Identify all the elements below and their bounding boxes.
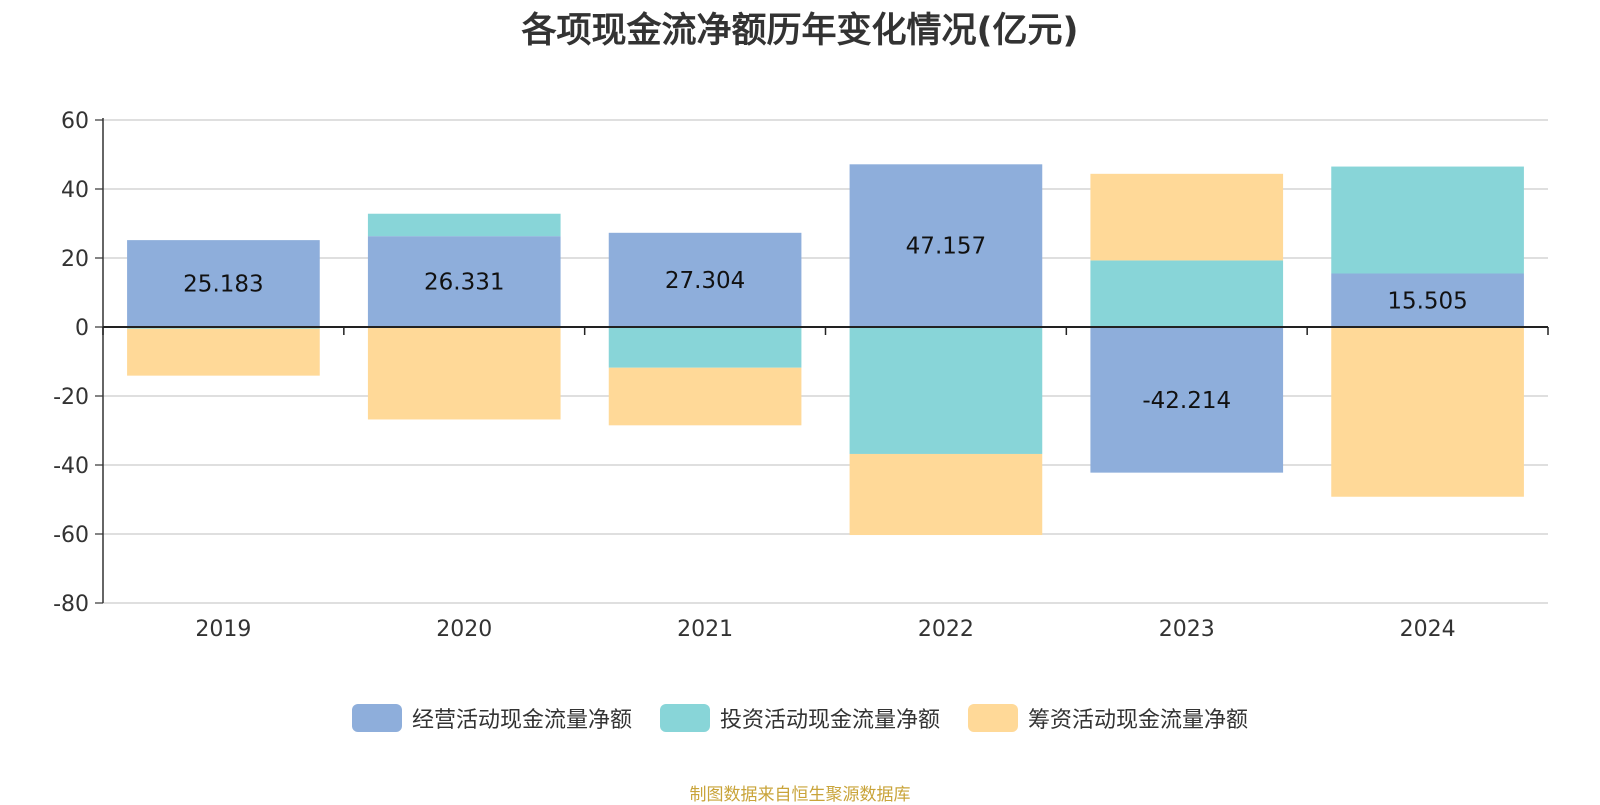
legend-label: 投资活动现金流量净额 xyxy=(719,708,940,733)
source-note: 制图数据来自恒生聚源数据库 xyxy=(689,785,911,805)
data-label-2021: 27.304 xyxy=(665,268,745,294)
bar-2020-筹资活动现金流量净额 xyxy=(367,327,561,420)
legend-label: 筹资活动现金流量净额 xyxy=(1028,708,1249,733)
y-tick-label: 20 xyxy=(61,247,89,272)
bar-2019-经营活动现金流量净额 xyxy=(127,240,320,327)
bar-2020-经营活动现金流量净额 xyxy=(367,236,561,327)
x-tick-label: 2023 xyxy=(1159,617,1215,642)
x-tick-label: 2022 xyxy=(918,617,974,642)
y-tick-label: 40 xyxy=(61,178,89,203)
bar-2021-经营活动现金流量净额 xyxy=(608,232,802,327)
bar-2024-筹资活动现金流量净额 xyxy=(1331,327,1524,497)
legend-item-1[interactable]: 投资活动现金流量净额 xyxy=(659,702,940,734)
bar-2022-筹资活动现金流量净额 xyxy=(849,453,1043,536)
bar-2023-筹资活动现金流量净额 xyxy=(1090,173,1284,261)
bar-2021-投资活动现金流量净额 xyxy=(608,327,802,368)
legend-label: 经营活动现金流量净额 xyxy=(411,708,632,733)
y-tick-label: 0 xyxy=(75,316,89,341)
data-label-2020: 26.331 xyxy=(424,270,504,296)
y-tick-label: -20 xyxy=(53,385,89,410)
bar-2020-投资活动现金流量净额 xyxy=(367,213,561,237)
x-tick-label: 2021 xyxy=(677,617,733,642)
data-label-2024: 15.505 xyxy=(1387,288,1467,314)
data-label-2022: 47.157 xyxy=(906,234,986,260)
bar-2024-投资活动现金流量净额 xyxy=(1331,166,1524,274)
legend-swatch xyxy=(968,704,1018,732)
bar-2023-投资活动现金流量净额 xyxy=(1090,260,1284,327)
data-label-2023: -42.214 xyxy=(1142,388,1231,414)
y-tick-label: -40 xyxy=(53,454,89,479)
bar-2024-经营活动现金流量净额 xyxy=(1331,273,1524,327)
bar-2023-经营活动现金流量净额 xyxy=(1090,327,1284,473)
x-tick-label: 2020 xyxy=(436,617,492,642)
data-label-2019: 25.183 xyxy=(183,272,263,298)
bars xyxy=(127,164,1524,536)
x-tick-label: 2019 xyxy=(195,617,251,642)
bar-2022-经营活动现金流量净额 xyxy=(849,164,1043,327)
legend: 经营活动现金流量净额 投资活动现金流量净额 筹资活动现金流量净额 xyxy=(0,702,1600,734)
legend-item-0[interactable]: 经营活动现金流量净额 xyxy=(351,702,632,734)
y-tick-label: -80 xyxy=(53,592,89,617)
legend-swatch xyxy=(351,704,402,732)
legend-item-2[interactable]: 筹资活动现金流量净额 xyxy=(968,702,1248,734)
data-labels: 25.183 26.331 27.304 47.157 -42.214 15.505 xyxy=(183,234,1468,414)
bar-2021-筹资活动现金流量净额 xyxy=(608,367,802,426)
bar-2019-筹资活动现金流量净额 xyxy=(127,328,320,376)
legend-swatch xyxy=(659,704,710,732)
axes: 60 40 20 0 -20 -40 -60 -80 2019 2020 2021 2022 2023 2… xyxy=(53,109,1549,642)
bar-2022-投资活动现金流量净额 xyxy=(849,327,1043,454)
chart-title: 各项现金流净额历年变化情况(亿元) xyxy=(521,11,1079,51)
y-tick-label: 60 xyxy=(61,109,89,134)
y-tick-label: -60 xyxy=(53,523,89,548)
x-tick-label: 2024 xyxy=(1400,617,1456,642)
